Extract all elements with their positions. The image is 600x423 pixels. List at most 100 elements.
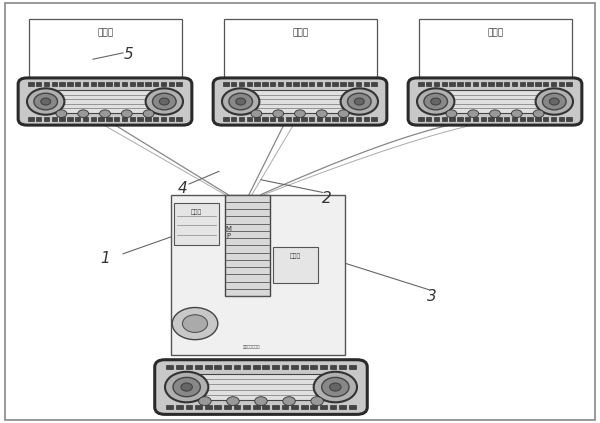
Circle shape [542,93,566,110]
Bar [243,405,250,409]
Bar [247,117,252,121]
Bar [176,365,183,369]
Bar [137,117,143,121]
Bar [340,117,346,121]
Circle shape [468,110,479,118]
Bar [566,82,572,86]
Bar [278,117,283,121]
Bar [273,247,318,283]
Bar [535,82,541,86]
Bar [504,82,509,86]
Bar [44,117,49,121]
Bar [286,82,291,86]
Bar [161,82,166,86]
Bar [356,82,361,86]
Bar [272,405,279,409]
Bar [166,405,173,409]
Bar [169,117,174,121]
Circle shape [34,93,58,110]
Bar [231,82,236,86]
Bar [520,82,525,86]
Bar [449,117,455,121]
Circle shape [222,88,259,115]
Text: 4: 4 [178,181,188,196]
Bar [36,82,41,86]
Text: 發電機組制造商: 發電機組制造商 [243,345,261,349]
Bar [262,405,269,409]
Bar [239,117,244,121]
Bar [272,365,279,369]
Circle shape [165,372,208,402]
Bar [329,365,337,369]
Bar [247,82,252,86]
Text: M
P: M P [225,226,231,239]
Circle shape [78,110,89,118]
Circle shape [41,98,50,105]
Bar [527,82,533,86]
Bar [310,405,317,409]
Circle shape [152,93,176,110]
Bar [543,117,548,121]
Bar [44,82,49,86]
Bar [171,195,345,355]
Bar [67,82,73,86]
Bar [91,82,96,86]
Bar [185,374,337,400]
Bar [223,82,229,86]
Circle shape [27,88,64,115]
Bar [535,117,541,121]
Bar [28,82,34,86]
Bar [325,117,330,121]
Bar [457,117,463,121]
Circle shape [255,397,267,406]
Bar [169,82,174,86]
Circle shape [347,93,371,110]
Bar [254,82,260,86]
Bar [512,117,517,121]
Text: 5: 5 [124,47,134,63]
Bar [434,117,439,121]
Circle shape [273,110,284,118]
Bar [270,82,275,86]
Bar [364,82,369,86]
Circle shape [417,88,454,115]
Bar [473,117,478,121]
Bar [348,117,353,121]
Bar [28,117,34,121]
Bar [286,117,291,121]
Bar [465,82,470,86]
Bar [114,117,119,121]
Bar [122,82,127,86]
Bar [488,117,494,121]
Bar [301,117,307,121]
Circle shape [316,110,327,118]
Bar [348,82,353,86]
Bar [278,82,283,86]
Bar [45,91,165,113]
Bar [512,82,517,86]
Bar [301,365,308,369]
Bar [320,405,327,409]
Bar [426,82,431,86]
Bar [371,117,377,121]
Bar [418,82,424,86]
Bar [67,117,73,121]
Text: 破碎机: 破碎机 [292,28,308,37]
Bar [106,82,112,86]
Bar [75,82,80,86]
Bar [52,82,57,86]
Bar [195,365,202,369]
Bar [317,117,322,121]
Circle shape [146,88,183,115]
Bar [75,117,80,121]
Bar [130,117,135,121]
FancyBboxPatch shape [18,78,192,125]
Circle shape [251,110,262,118]
Bar [270,117,275,121]
Circle shape [311,397,323,406]
Bar [349,365,356,369]
Bar [527,117,533,121]
Bar [559,82,564,86]
Bar [145,82,151,86]
Circle shape [550,98,559,105]
